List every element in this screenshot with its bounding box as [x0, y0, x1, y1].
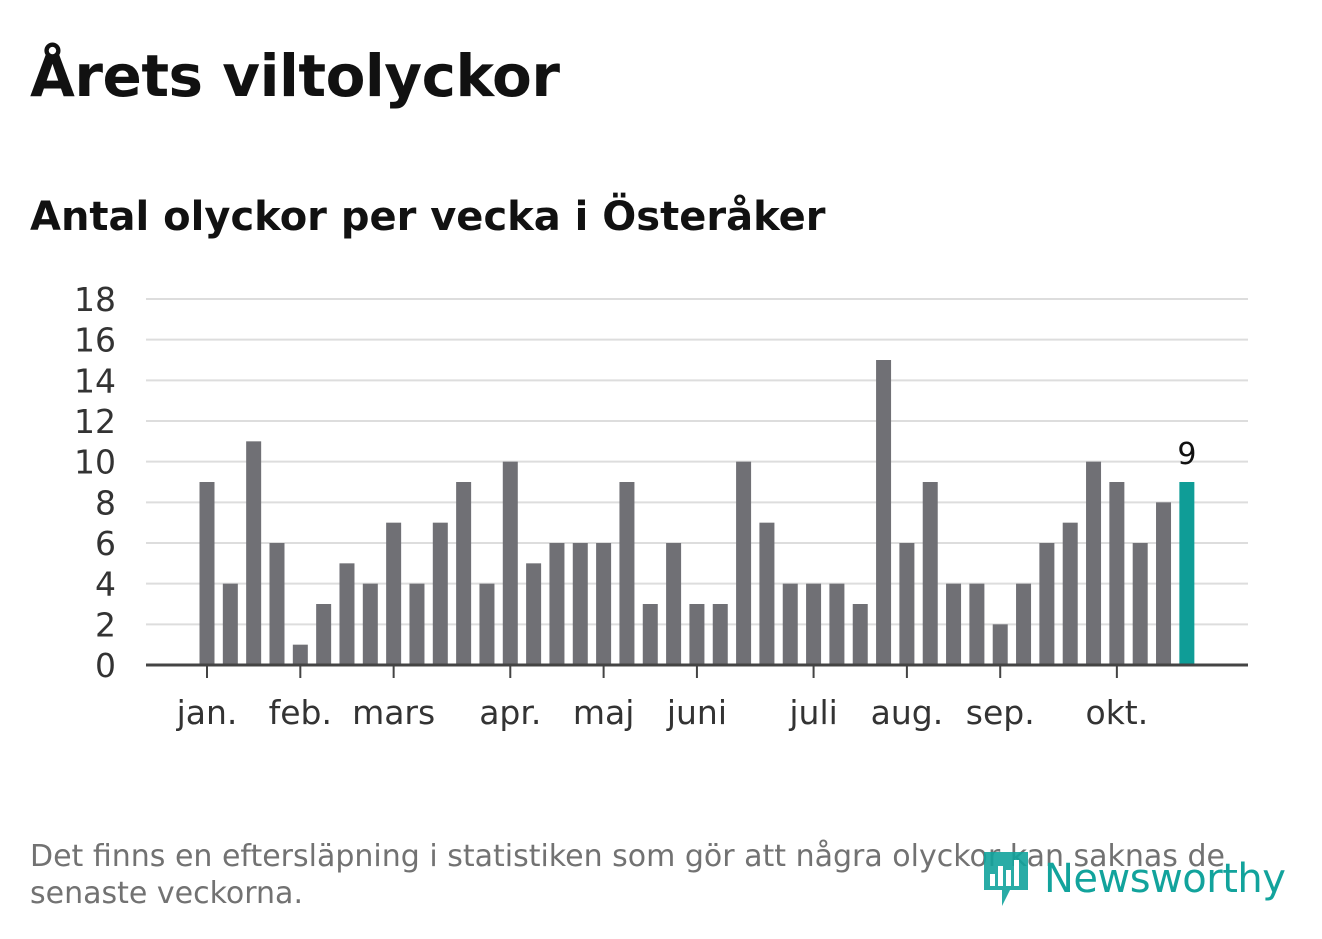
y-tick-label: 14	[74, 361, 116, 400]
y-tick-label: 12	[74, 402, 116, 441]
bar	[852, 604, 868, 665]
x-axis-labels: jan. feb. mars apr. maj juni juli aug. sep. okt.	[176, 693, 1149, 732]
bar	[456, 482, 472, 665]
bar	[572, 543, 588, 665]
bar	[549, 543, 565, 665]
bar-chart-bubble-icon	[984, 852, 1028, 906]
bar	[316, 604, 332, 665]
bar	[1039, 543, 1055, 665]
bar	[806, 583, 822, 665]
bar	[689, 604, 705, 665]
bar	[1179, 482, 1195, 665]
y-tick-label: 6	[95, 524, 116, 563]
bar	[619, 482, 635, 665]
bar	[1086, 461, 1102, 665]
y-tick-label: 10	[74, 443, 116, 482]
logo-text: Newsworthy	[1044, 856, 1286, 902]
x-tick-label: maj	[573, 693, 635, 732]
bar	[876, 360, 892, 665]
bar	[479, 583, 495, 665]
x-tick-label: mars	[352, 693, 435, 732]
bar	[362, 583, 378, 665]
chart-title: Årets viltolyckor	[30, 42, 560, 110]
x-tick-label: apr.	[479, 693, 541, 732]
bar	[292, 644, 308, 665]
bar	[386, 522, 402, 665]
bar	[502, 461, 518, 665]
x-tick-label: sep.	[966, 693, 1035, 732]
bar	[969, 583, 985, 665]
last-value-label: 9	[1177, 437, 1196, 472]
x-tick-label: feb.	[269, 693, 332, 732]
bar	[666, 543, 682, 665]
bar	[246, 441, 262, 665]
bar	[199, 482, 215, 665]
bar	[736, 461, 752, 665]
bar	[1016, 583, 1032, 665]
bar	[1062, 522, 1078, 665]
bars	[199, 360, 1195, 665]
x-tick-label: juli	[788, 693, 837, 732]
bar	[759, 522, 775, 665]
y-tick-label: 18	[74, 280, 116, 319]
bar	[222, 583, 238, 665]
bar	[409, 583, 425, 665]
x-tick-label: okt.	[1086, 693, 1149, 732]
y-tick-label: 8	[95, 483, 116, 522]
x-tick-label: juni	[666, 693, 727, 732]
bar	[526, 563, 542, 665]
chart-subtitle: Antal olyckor per vecka i Österåker	[30, 194, 826, 240]
bar	[1156, 502, 1172, 665]
bar	[922, 482, 938, 665]
bar	[432, 522, 448, 665]
bar	[339, 563, 355, 665]
bar	[269, 543, 285, 665]
x-tick-label: jan.	[176, 693, 238, 732]
annotations: 9	[1177, 437, 1196, 472]
x-tick-label: aug.	[871, 693, 944, 732]
bar	[1109, 482, 1125, 665]
x-axis	[146, 663, 1248, 678]
newsworthy-logo: Newsworthy	[980, 848, 1286, 910]
bar	[712, 604, 728, 665]
bar	[1132, 543, 1148, 665]
gridlines	[146, 298, 1248, 626]
bar	[992, 624, 1008, 665]
bar	[782, 583, 798, 665]
y-tick-label: 16	[74, 321, 116, 360]
bar	[829, 583, 845, 665]
y-tick-label: 0	[95, 646, 116, 685]
bar	[899, 543, 915, 665]
bar	[596, 543, 612, 665]
y-tick-label: 2	[95, 605, 116, 644]
y-tick-label: 4	[95, 565, 116, 604]
bar	[946, 583, 962, 665]
bar	[642, 604, 658, 665]
